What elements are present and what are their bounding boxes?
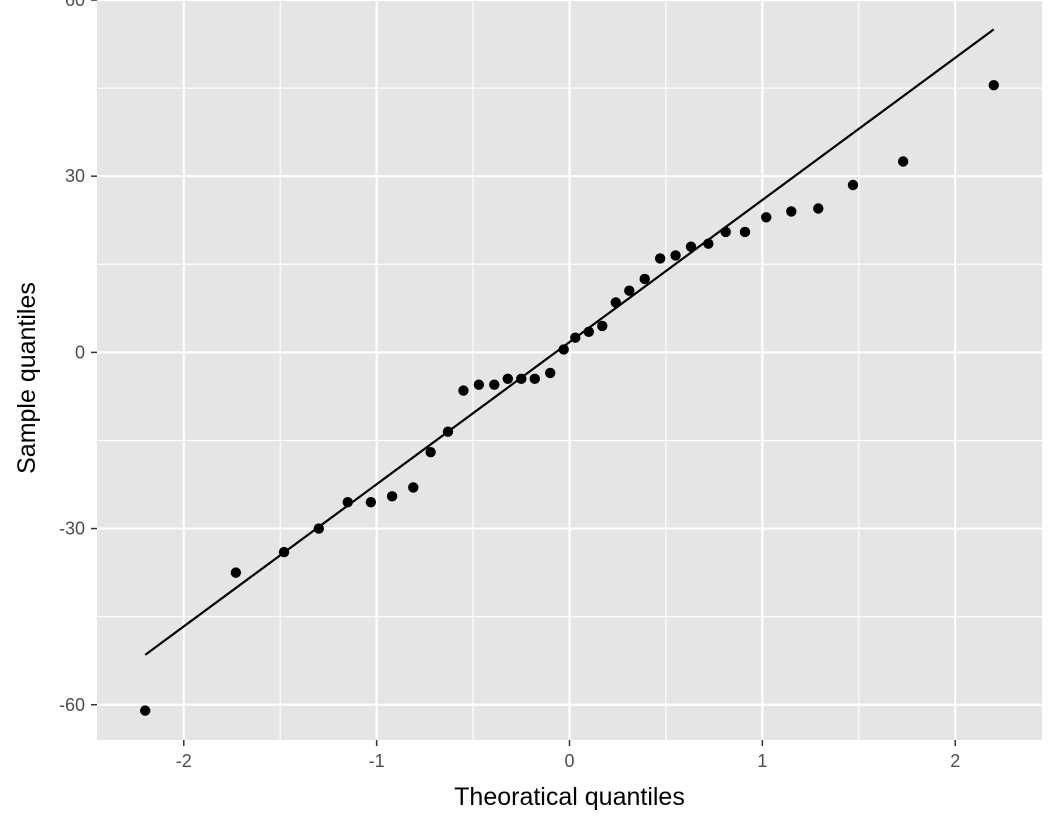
x-tick-label: -1 (369, 751, 385, 771)
y-axis: -60 -30 0 30 60 (59, 0, 97, 715)
data-point (442, 426, 454, 437)
data-point (425, 447, 436, 458)
data-point (610, 297, 621, 308)
data-point (545, 367, 556, 379)
x-tick-label: -2 (176, 751, 192, 771)
y-tick-label: 60 (65, 0, 85, 10)
data-point (313, 523, 324, 534)
y-tick-label: -30 (59, 519, 85, 539)
major-grid (97, 0, 1042, 740)
data-point (639, 273, 650, 285)
data-point (988, 79, 999, 91)
data-point (786, 206, 797, 217)
x-axis: -2 -1 0 1 2 (176, 740, 960, 771)
data-point (516, 373, 527, 385)
data-point (140, 705, 151, 716)
data-point (597, 320, 608, 332)
data-point (685, 241, 697, 252)
data-point (230, 567, 242, 578)
data-point (386, 491, 398, 502)
data-point (473, 379, 485, 390)
x-axis-title: Theoratical quantiles (454, 783, 685, 811)
y-tick-label: 0 (75, 342, 85, 362)
data-point (813, 203, 824, 214)
data-point (570, 332, 581, 343)
data-point (342, 496, 353, 508)
data-point (670, 250, 681, 261)
data-point (583, 326, 594, 338)
x-tick-label: 0 (564, 751, 574, 771)
data-point (897, 156, 909, 167)
data-point (458, 385, 469, 396)
data-point (761, 212, 772, 223)
x-tick-label: 2 (950, 751, 960, 771)
data-point (624, 285, 635, 296)
data-point (408, 482, 419, 493)
data-point (720, 226, 731, 238)
data-point (703, 238, 714, 249)
data-point (502, 373, 513, 385)
data-point (847, 179, 859, 191)
y-tick-label: 30 (65, 166, 85, 186)
points-layer (140, 79, 999, 716)
data-point (278, 546, 290, 558)
y-tick-label: -60 (59, 695, 85, 715)
data-point (365, 496, 377, 508)
data-point (654, 253, 666, 264)
data-point (739, 226, 751, 238)
y-axis-title: Sample quantiles (13, 282, 41, 474)
data-point (558, 344, 569, 355)
data-point (489, 379, 500, 390)
x-tick-label: 1 (757, 751, 767, 771)
data-point (529, 373, 540, 385)
